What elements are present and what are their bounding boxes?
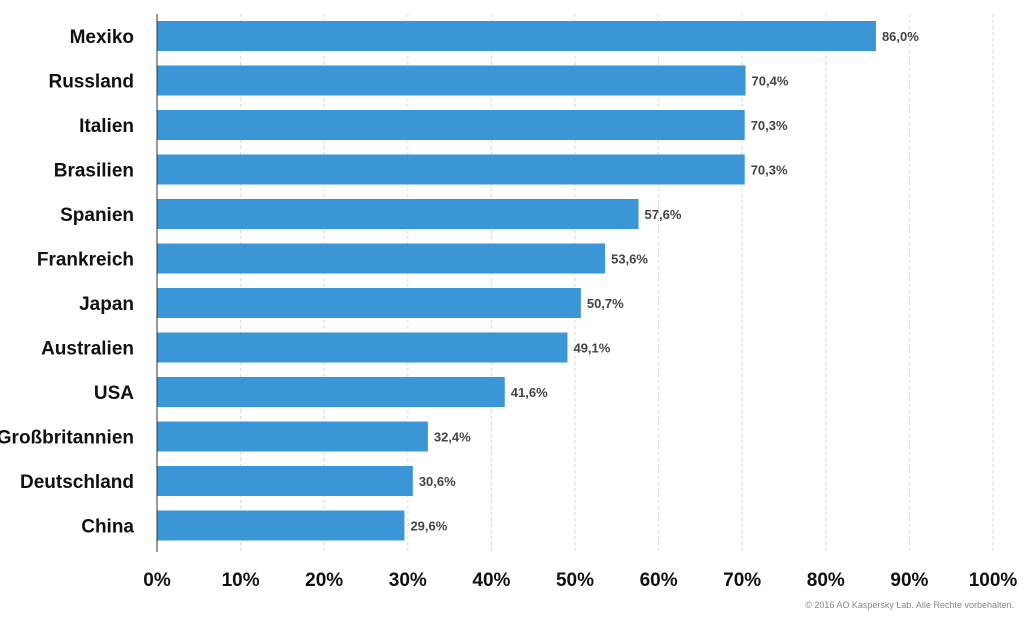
category-label: Japan	[79, 294, 134, 315]
category-label: Spanien	[60, 205, 134, 226]
bar	[157, 110, 745, 140]
category-label: Brasilien	[54, 161, 134, 182]
bar	[157, 421, 428, 452]
x-axis-tick-labels: 0% 10% 20% 30% 40% 50% 60% 70% 80% 90% 100%	[143, 570, 1017, 591]
x-tick-label: 50%	[556, 570, 594, 591]
value-label: 41,6%	[511, 385, 548, 400]
category-label: Großbritannien	[0, 428, 134, 449]
value-label: 53,6%	[611, 252, 648, 267]
category-labels: Mexiko Russland Italien Brasilien Spanien Fra…	[0, 27, 134, 538]
bars	[157, 21, 876, 541]
bar	[157, 65, 746, 96]
category-label: China	[81, 517, 134, 538]
bar	[157, 21, 876, 51]
bar	[157, 199, 639, 229]
x-tick-label: 20%	[305, 570, 343, 591]
x-tick-label: 10%	[222, 570, 260, 591]
x-tick-label: 40%	[472, 570, 510, 591]
x-tick-label: 70%	[723, 570, 761, 591]
category-label: Italien	[79, 116, 134, 137]
category-label: Frankreich	[37, 250, 134, 271]
value-label: 49,1%	[573, 341, 610, 356]
x-tick-label: 100%	[969, 570, 1018, 591]
bar	[157, 332, 568, 363]
bar	[157, 288, 581, 318]
bar	[157, 243, 606, 274]
x-tick-label: 90%	[890, 570, 928, 591]
category-label: Deutschland	[20, 472, 134, 493]
value-label: 57,6%	[645, 207, 682, 222]
category-label: Australien	[41, 339, 134, 360]
value-label: 30,6%	[419, 474, 456, 489]
value-label: 86,0%	[882, 29, 919, 44]
value-label: 70,3%	[751, 118, 788, 133]
category-label: USA	[94, 383, 134, 404]
x-tick-label: 0%	[143, 570, 171, 591]
value-label: 50,7%	[587, 296, 624, 311]
value-labels: 86,0% 70,4% 70,3% 70,3% 57,6% 53,6% 50,7% 49,1%…	[410, 29, 919, 534]
x-tick-label: 80%	[807, 570, 845, 591]
category-label: Mexiko	[70, 27, 134, 48]
bar	[157, 510, 405, 541]
bar	[157, 377, 505, 407]
x-tick-label: 60%	[640, 570, 678, 591]
x-tick-label: 30%	[389, 570, 427, 591]
bar	[157, 466, 413, 496]
bar	[157, 154, 745, 185]
value-label: 29,6%	[410, 519, 447, 534]
copyright-notice: © 2016 AO Kaspersky Lab. Alle Rechte vor…	[805, 600, 1014, 610]
value-label: 32,4%	[434, 430, 471, 445]
value-label: 70,3%	[751, 163, 788, 178]
value-label: 70,4%	[752, 74, 789, 89]
category-label: Russland	[48, 72, 134, 93]
